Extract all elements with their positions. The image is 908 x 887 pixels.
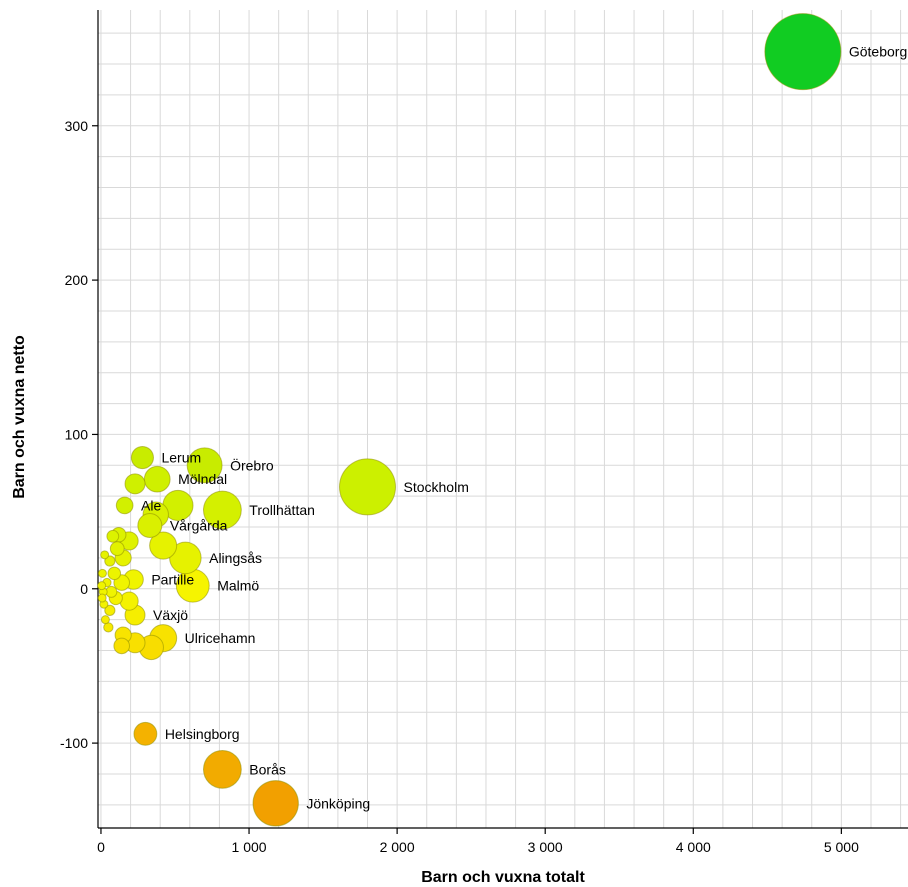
bubbles [97,13,842,827]
x-tick-label: 4 000 [676,839,711,855]
bubble-ale[interactable] [115,496,134,515]
bubble-label: Ulricehamn [185,630,256,646]
y-tick-label: 300 [65,118,89,134]
bubble-label: Partille [151,572,194,588]
bubble[interactable] [100,550,110,560]
bubble-label: Göteborg [849,44,907,60]
bubble[interactable] [104,604,116,616]
bubble-borås[interactable] [202,749,242,789]
bubble[interactable] [97,568,107,578]
bubble-label: Växjö [153,607,188,623]
bubble-labels: Göteborg Stockholm Jönköping Borås Trollhätt… [141,44,907,812]
bubble-label: Lerum [161,450,201,466]
grid [98,10,908,828]
x-tick-label: 1 000 [232,839,267,855]
bubble[interactable] [100,615,110,625]
x-axis-title: Barn och vuxna totalt [421,869,585,886]
bubble-jönköping[interactable] [252,780,299,827]
bubble[interactable] [113,637,131,655]
x-tick-label: 5 000 [824,839,859,855]
bubble[interactable] [106,529,120,543]
bubble-label: Helsingborg [165,726,240,742]
bubble-label: Jönköping [306,795,370,811]
bubble-örebro[interactable] [186,447,223,484]
bubble-label: Stockholm [404,479,469,495]
bubble-label: Alingsås [209,550,262,566]
bubble[interactable] [119,591,139,611]
bubble[interactable] [97,593,107,603]
bubble-label: Ale [141,497,161,513]
bubble-label: Borås [249,761,286,777]
y-tick-label: 0 [80,581,88,597]
y-axis-title: Barn och vuxna netto [11,335,28,499]
axes: 0 1 000 2 000 3 000 4 000 5 000 -100 0 100 200 300 [60,10,908,855]
bubble-label: Mölndal [178,471,227,487]
y-tick-label: -100 [60,735,88,751]
x-tick-label: 2 000 [380,839,415,855]
bubble-mölndal[interactable] [143,465,171,493]
bubble-stockholm[interactable] [339,458,397,516]
bubble-göteborg[interactable] [764,13,842,91]
bubble[interactable] [97,581,107,591]
bubble-lerum[interactable] [130,446,154,470]
bubble[interactable] [109,541,125,557]
bubble-label: Malmö [217,578,259,594]
x-tick-label: 3 000 [528,839,563,855]
bubble-label: Örebro [230,456,274,473]
bubble[interactable] [107,566,122,581]
y-tick-label: 100 [65,426,89,442]
bubble-label: Vårgårda [170,517,228,533]
bubble[interactable] [124,473,146,495]
bubble-trollhättan[interactable] [202,490,242,530]
bubble-vårgårda[interactable] [137,513,163,538]
y-tick-label: 200 [65,272,89,288]
bubble-helsingborg[interactable] [133,721,158,746]
bubble[interactable] [149,531,178,560]
x-tick-label: 0 [97,839,105,855]
bubble-label: Trollhättan [249,502,315,518]
